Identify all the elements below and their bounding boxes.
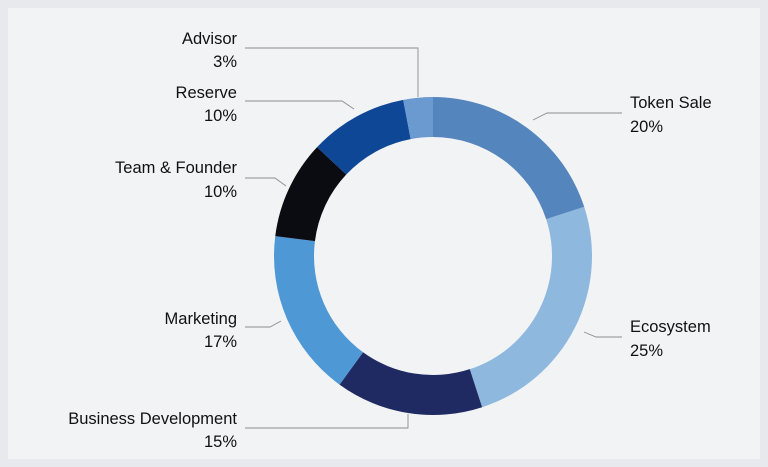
slice-value-business-development: 15% bbox=[204, 433, 237, 451]
slice-value-ecosystem: 25% bbox=[630, 342, 663, 360]
leader-line-ecosystem bbox=[583, 331, 622, 338]
leader-line-business-development bbox=[245, 414, 409, 429]
donut-slice-team-founder bbox=[275, 147, 347, 242]
donut-slice-ecosystem bbox=[469, 206, 592, 408]
leader-line-marketing bbox=[245, 320, 282, 328]
leader-line-token-sale bbox=[532, 112, 622, 121]
slice-label-advisor: Advisor bbox=[182, 30, 238, 48]
slice-value-team-and-founder: 10% bbox=[204, 183, 237, 201]
donut-slice-marketing bbox=[274, 236, 364, 385]
donut-slice-business-development bbox=[339, 352, 483, 415]
leader-line-reserve bbox=[245, 100, 355, 110]
slice-value-reserve: 10% bbox=[204, 107, 237, 125]
slice-label-marketing: Marketing bbox=[165, 310, 237, 328]
slice-label-ecosystem: Ecosystem bbox=[630, 318, 711, 336]
slice-value-marketing: 17% bbox=[204, 333, 237, 351]
slice-label-reserve: Reserve bbox=[176, 84, 237, 102]
slice-value-advisor: 3% bbox=[213, 53, 237, 71]
slice-label-token-sale: Token Sale bbox=[630, 94, 712, 112]
donut-slice-token-sale bbox=[433, 97, 585, 220]
donut-slice-reserve bbox=[317, 99, 411, 175]
slice-label-business-development: Business Development bbox=[68, 410, 237, 428]
slice-value-token-sale: 20% bbox=[630, 118, 663, 136]
donut-slice-advisor bbox=[403, 97, 433, 140]
slice-label-team-and-founder: Team & Founder bbox=[115, 159, 237, 177]
leader-line-team-and-founder bbox=[245, 177, 287, 187]
leader-line-advisor bbox=[245, 47, 419, 97]
